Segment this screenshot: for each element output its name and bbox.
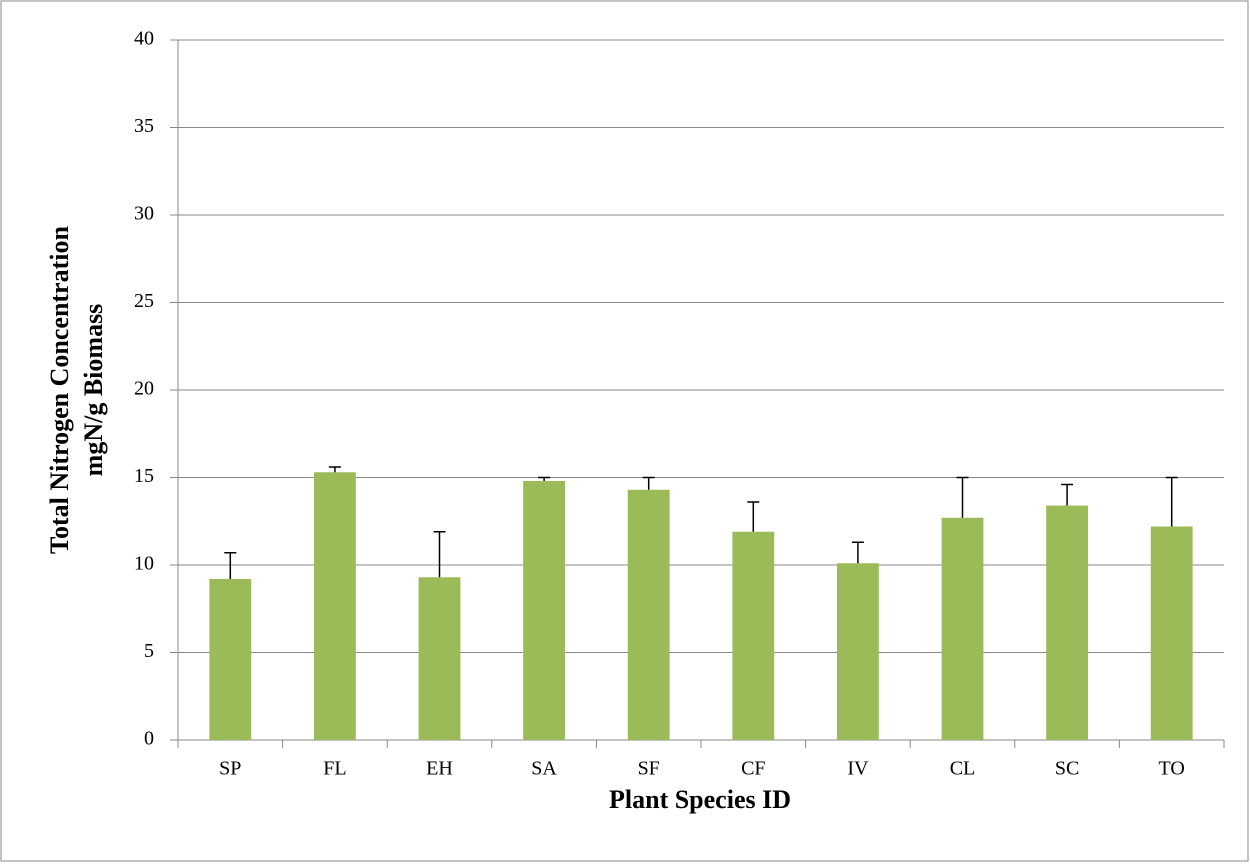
y-tick-label: 20 <box>134 378 154 400</box>
x-tick-label: CF <box>741 758 765 780</box>
bar <box>523 481 566 740</box>
bar <box>1046 505 1089 740</box>
y-tick-label: 25 <box>134 290 154 312</box>
y-axis-label: Total Nitrogen Concentration <box>45 226 74 554</box>
bar <box>836 563 879 740</box>
x-axis-label: Plant Species ID <box>609 785 791 814</box>
x-tick-label: SA <box>531 758 557 780</box>
bar <box>732 531 775 740</box>
y-tick-label: 30 <box>134 203 154 225</box>
bar <box>418 577 461 740</box>
x-tick-label: EH <box>426 758 453 780</box>
bar <box>209 579 252 740</box>
bar <box>627 489 670 740</box>
bar <box>1150 526 1193 740</box>
x-tick-label: CL <box>950 758 976 780</box>
x-tick-label: SP <box>219 758 241 780</box>
y-tick-label: 40 <box>134 28 154 50</box>
x-tick-label: SC <box>1055 758 1079 780</box>
y-tick-label: 5 <box>144 640 154 662</box>
x-tick-label: FL <box>323 758 346 780</box>
y-tick-label: 10 <box>134 553 154 575</box>
y-tick-label: 15 <box>134 465 154 487</box>
x-tick-label: SF <box>638 758 660 780</box>
y-tick-label: 0 <box>144 728 154 750</box>
bar <box>313 472 356 740</box>
bar <box>941 517 984 740</box>
y-axis-label: mgN/g Biomass <box>79 304 108 477</box>
x-tick-label: IV <box>847 758 869 780</box>
y-tick-label: 35 <box>134 115 154 137</box>
x-tick-label: TO <box>1159 758 1185 780</box>
